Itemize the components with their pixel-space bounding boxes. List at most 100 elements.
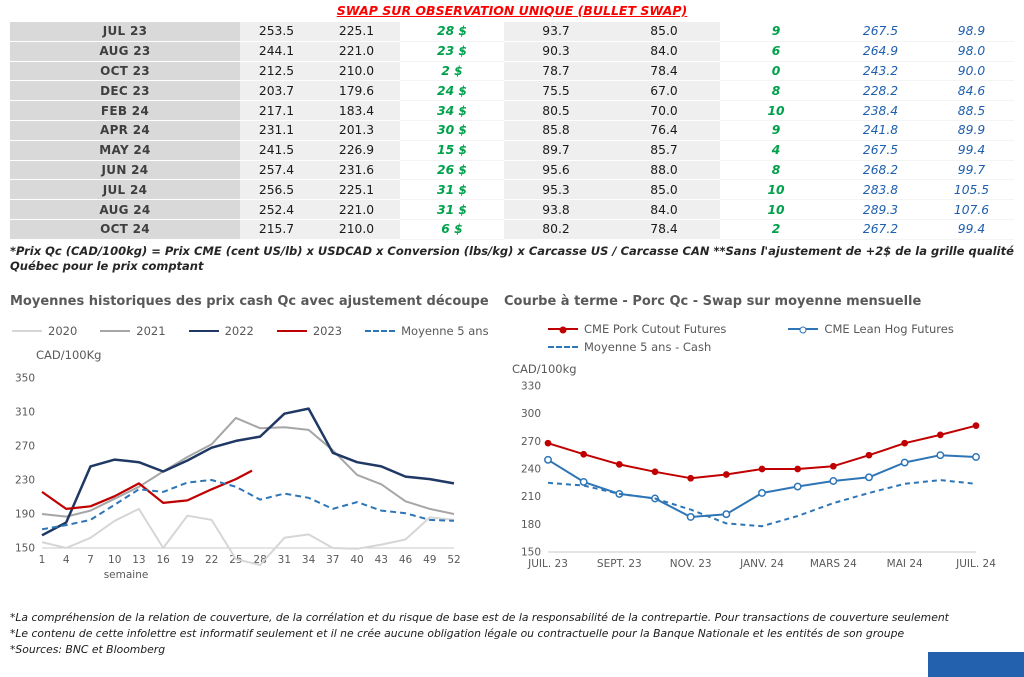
table-cell-v8: 99.4 — [929, 219, 1014, 240]
svg-text:240: 240 — [521, 464, 541, 476]
table-cell-v2: 179.6 — [313, 81, 400, 102]
table-cell-v2: 201.3 — [313, 120, 400, 141]
table-row: JUL 23 253.5 225.1 28 $93.7 85.0 9 267.5 98.9 — [10, 22, 1014, 42]
table-cell-v3: 15 $ — [400, 140, 504, 161]
legend-item-moyenne-5-ans: Moyenne 5 ans — [365, 324, 489, 338]
table-cell-v7: 267.5 — [832, 22, 929, 42]
table-cell-v7: 241.8 — [832, 120, 929, 141]
table-cell-v3: 2 $ — [400, 61, 504, 82]
table-cell-v7: 267.5 — [832, 140, 929, 161]
table-cell-v6: 0 — [720, 61, 832, 82]
legend-label-moyenne-5-ans: Moyenne 5 ans — [401, 324, 489, 338]
table-cell-v1: 212.5 — [240, 61, 313, 82]
table-cell-v2: 231.6 — [313, 160, 400, 181]
table-cell-v7: 267.2 — [832, 219, 929, 240]
table-cell-v3: 31 $ — [400, 200, 504, 220]
right-chart-plot: 150 180 210 240 270 300 330 JUIL. 23 SEPT. 23 NOV… — [521, 381, 996, 571]
table-cell-v3: 24 $ — [400, 81, 504, 102]
legend-item-2021: 2021 — [100, 324, 166, 338]
table-cell-v4: 95.6 — [504, 160, 608, 181]
table-cell-v4: 90.3 — [504, 41, 608, 62]
table-cell-v8: 98.0 — [929, 41, 1014, 62]
table-row: APR 24 231.1 201.3 30 $85.8 76.4 9 241.8 89.9 — [10, 120, 1014, 141]
table-cell-v8: 99.4 — [929, 140, 1014, 161]
table-cell-month: DEC 23 — [10, 81, 240, 102]
line-swatch-2020 — [12, 330, 42, 332]
left-chart-y-unit: CAD/100Kg — [36, 348, 102, 362]
table-cell-v5: 85.7 — [608, 140, 720, 161]
table-cell-v1: 215.7 — [240, 219, 313, 240]
table-cell-v6: 9 — [720, 22, 832, 42]
page-title: SWAP SUR OBSERVATION UNIQUE (BULLET SWAP… — [336, 3, 688, 18]
table-cell-v5: 67.0 — [608, 81, 720, 102]
forward-curve-chart: Courbe à terme - Porc Qc - Swap sur moye… — [502, 290, 1014, 608]
legend-label-2023: 2023 — [312, 324, 343, 338]
svg-text:49: 49 — [423, 554, 436, 566]
table-cell-v8: 98.9 — [929, 22, 1014, 42]
red-dot-line-swatch — [548, 326, 578, 334]
svg-text:230: 230 — [15, 475, 35, 487]
svg-text:150: 150 — [15, 543, 35, 555]
table-cell-v5: 84.0 — [608, 41, 720, 62]
table-cell-v2: 225.1 — [313, 22, 400, 42]
table-cell-v4: 75.5 — [504, 81, 608, 102]
table-cell-v7: 268.2 — [832, 160, 929, 181]
table-footnote: *Prix Qc (CAD/100kg) = Prix CME (cent US… — [10, 244, 1014, 274]
table-row: DEC 23 203.7 179.6 24 $75.5 67.0 8 228.2 84.6 — [10, 81, 1014, 102]
table-cell-v5: 85.0 — [608, 180, 720, 201]
table-cell-v8: 89.9 — [929, 120, 1014, 141]
table-cell-v1: 244.1 — [240, 41, 313, 62]
table-cell-v8: 99.7 — [929, 160, 1014, 181]
svg-text:MARS 24: MARS 24 — [810, 558, 857, 570]
svg-text:MAI 24: MAI 24 — [887, 558, 923, 570]
table-cell-v4: 93.7 — [504, 22, 608, 42]
table-row: JUN 24 257.4 231.6 26 $95.6 88.0 8 268.2 99.7 — [10, 160, 1014, 181]
table-cell-v1: 217.1 — [240, 101, 313, 121]
legend-item-pork-cutout: CME Pork Cutout Futures — [548, 322, 726, 336]
legend-item-2023: 2023 — [276, 324, 343, 338]
svg-text:270: 270 — [521, 436, 541, 448]
table-cell-v2: 225.1 — [313, 180, 400, 201]
dashed-line-swatch — [365, 330, 396, 332]
blue-circle-line-swatch — [788, 326, 819, 334]
footer-note-responsibility: *La compréhension de la relation de couv… — [10, 611, 949, 624]
table-cell-v8: 84.6 — [929, 81, 1014, 102]
table-cell-v4: 80.5 — [504, 101, 608, 121]
filled-circle-marker — [559, 326, 567, 334]
table-cell-v3: 28 $ — [400, 22, 504, 42]
legend-label-2021: 2021 — [136, 324, 166, 338]
table-cell-v5: 78.4 — [608, 219, 720, 240]
legend-item-lean-hog: CME Lean Hog Futures — [788, 322, 954, 336]
svg-text:JANV. 24: JANV. 24 — [739, 558, 784, 570]
table-cell-v7: 283.8 — [832, 180, 929, 201]
right-chart-title: Courbe à terme - Porc Qc - Swap sur moye… — [504, 294, 922, 309]
right-chart-legend-row-1: CME Pork Cutout Futures CME Lean Hog Fut… — [548, 322, 954, 336]
svg-text:43: 43 — [375, 554, 388, 566]
table-cell-v5: 78.4 — [608, 61, 720, 82]
legend-item-moyenne-cash: Moyenne 5 ans - Cash — [548, 340, 711, 354]
table-cell-month: JUL 24 — [10, 180, 240, 201]
svg-text:37: 37 — [326, 554, 339, 566]
legend-item-2020: 2020 — [12, 324, 77, 338]
table-row: FEB 24 217.1 183.4 34 $80.5 70.0 10 238.4 88.5 — [10, 101, 1014, 121]
table-cell-month: AUG 23 — [10, 41, 240, 62]
table-cell-month: JUL 23 — [10, 22, 240, 42]
table-cell-v5: 70.0 — [608, 101, 720, 121]
line-swatch-2023 — [276, 330, 307, 332]
table-cell-v1: 252.4 — [240, 200, 313, 220]
svg-text:1: 1 — [39, 554, 46, 566]
svg-text:300: 300 — [521, 408, 541, 420]
svg-text:34: 34 — [302, 554, 316, 566]
bank-logo-block — [928, 652, 1024, 677]
table-cell-v4: 85.8 — [504, 120, 608, 141]
table-cell-v6: 6 — [720, 41, 832, 62]
table-cell-v7: 243.2 — [832, 61, 929, 82]
svg-text:22: 22 — [205, 554, 218, 566]
svg-text:7: 7 — [87, 554, 94, 566]
table-cell-v1: 253.5 — [240, 22, 313, 42]
table-row: JUL 24 256.5 225.1 31 $95.3 85.0 10 283.8 105.5 — [10, 180, 1014, 201]
table-cell-v8: 90.0 — [929, 61, 1014, 82]
table-row: AUG 23 244.1 221.0 23 $90.3 84.0 6 264.9 98.0 — [10, 41, 1014, 62]
swap-table: JUL 23 253.5 225.1 28 $93.7 85.0 9 267.5 98.9 AU… — [10, 22, 1014, 240]
